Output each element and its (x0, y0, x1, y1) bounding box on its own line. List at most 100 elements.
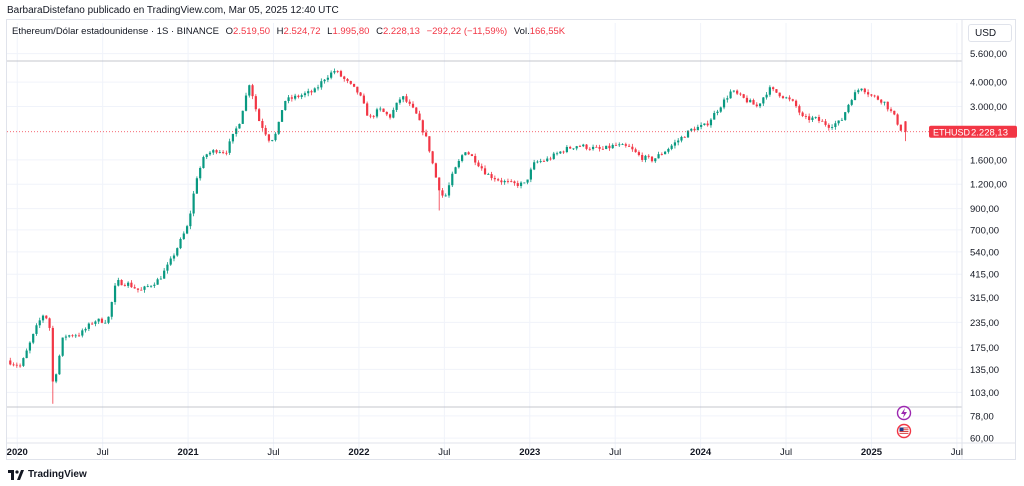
candle (654, 158, 657, 163)
us-flag-icon[interactable] (896, 423, 912, 439)
candle (552, 151, 555, 160)
candle-body (611, 144, 614, 149)
candle (277, 121, 280, 136)
price-tick-label: 315,00 (970, 293, 999, 304)
candle (444, 193, 447, 197)
candle (732, 90, 735, 93)
candle (12, 362, 15, 367)
candle (64, 334, 68, 341)
candle-body (716, 111, 719, 114)
candle-body (61, 337, 64, 356)
candle (631, 143, 634, 152)
candle (582, 143, 585, 148)
candle (755, 102, 758, 108)
candle-body (297, 95, 300, 97)
candle-body (261, 121, 264, 128)
last-price-marker: ETHUSD 2.228,13 (7, 125, 1017, 138)
candle (536, 160, 539, 164)
candle (369, 113, 372, 119)
candle-body (598, 146, 601, 149)
candle (271, 139, 274, 142)
chart-legend: Ethereum/Dólar estadounidense · 1S · BIN… (12, 26, 565, 37)
time-axis: 2020 Jul 2021 Jul 2022 Jul 2023 Jul 2024 Jul 2025 J… (7, 447, 963, 458)
candle (447, 182, 451, 198)
legend-high-value: 2.524,72 (283, 26, 321, 37)
candle-body (873, 95, 876, 97)
candle-body (736, 90, 739, 94)
lightning-icon[interactable] (896, 405, 912, 421)
candle (700, 122, 703, 130)
currency-button[interactable]: USD (968, 24, 1012, 42)
candle (719, 106, 722, 113)
candle-body (821, 120, 824, 122)
candle-body (811, 117, 814, 121)
candle (388, 113, 392, 120)
candle-body (395, 102, 398, 110)
candle-body (853, 92, 857, 101)
candle (791, 98, 794, 102)
candle (696, 124, 699, 131)
candle (742, 93, 745, 99)
candle-body (15, 364, 18, 366)
candle (84, 327, 87, 333)
legend-volume-value: 166,55K (529, 26, 566, 37)
candle (562, 150, 565, 154)
candle (572, 148, 575, 150)
tradingview-footer[interactable]: TradingView (8, 469, 87, 480)
candle (608, 143, 611, 151)
candle (490, 171, 493, 181)
candle-body (169, 258, 172, 265)
candle (798, 104, 801, 116)
candle-body (578, 146, 582, 147)
candle-body (127, 282, 130, 286)
candle-body (64, 336, 68, 338)
candle (503, 179, 506, 185)
candle-body (81, 330, 84, 336)
candle (585, 144, 588, 151)
candle-body (562, 151, 565, 153)
candle-body (490, 174, 493, 179)
candle-body (71, 335, 74, 337)
candle (330, 70, 333, 80)
candle (752, 98, 755, 105)
candle (35, 323, 38, 336)
candle-body (539, 161, 542, 162)
candle (434, 162, 438, 178)
candle (768, 85, 771, 97)
candle-body (349, 81, 352, 84)
price-tick-label: 1.600,00 (970, 155, 1007, 166)
candle-body (700, 125, 703, 127)
candle-body (280, 110, 284, 122)
candle (398, 97, 401, 105)
candle (464, 152, 467, 156)
candle-body (719, 107, 722, 112)
candle (313, 87, 316, 93)
candle (195, 176, 199, 194)
candle (9, 357, 12, 366)
candle (762, 97, 765, 106)
candle-body (208, 152, 212, 155)
candle (94, 320, 97, 327)
candle (785, 96, 788, 99)
candle-body (904, 121, 907, 132)
candle (745, 95, 749, 104)
candle (431, 150, 434, 165)
candle-body (791, 99, 794, 101)
time-tick-label: 2021 (178, 447, 200, 458)
chart-frame[interactable] (6, 19, 1016, 460)
candle-body (464, 152, 467, 156)
candle (611, 143, 614, 149)
candle-body (228, 141, 231, 153)
candle-last (904, 121, 907, 142)
candle-body (457, 160, 460, 168)
candle-body (133, 287, 136, 289)
candle-body (74, 335, 77, 337)
candle-body (523, 182, 526, 184)
candle (192, 191, 195, 217)
candle-body (762, 97, 765, 104)
publisher-line: BarbaraDistefano publicado en TradingVie… (7, 5, 339, 16)
candle-body (333, 71, 336, 73)
candle (441, 187, 444, 198)
candle (598, 144, 601, 152)
